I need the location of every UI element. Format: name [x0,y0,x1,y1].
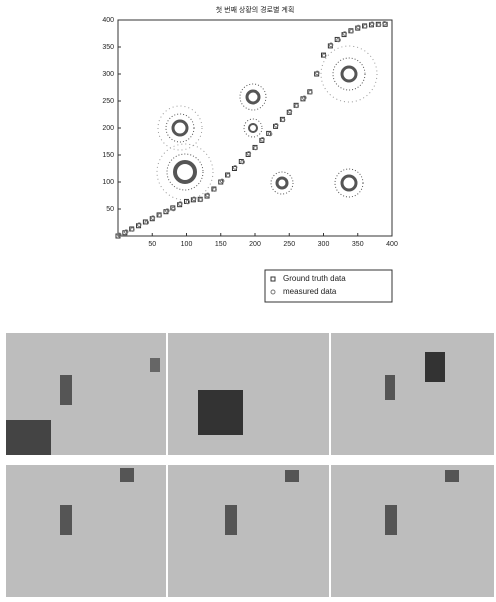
x-tick-label: 150 [215,241,227,248]
obstacle [244,119,262,137]
x-tick-label: 100 [181,241,193,248]
photo [168,465,329,597]
obstacles [157,46,377,200]
legend-label: Ground truth data [283,274,346,283]
obstacle [335,169,363,197]
y-tick-label: 100 [102,179,114,186]
x-tick-label: 300 [318,241,330,248]
photo [150,333,329,455]
legend-label: measured data [283,287,337,296]
y-tick-label: 50 [106,206,114,213]
y-tick-label: 200 [102,125,114,132]
photo [6,333,166,455]
plot-frame [118,20,392,236]
photo [6,465,166,597]
x-tick-label: 200 [249,241,261,248]
chart-title: 첫 번째 상황의 경로별 계획 [216,5,295,14]
obstacle [321,46,377,102]
obstacle [240,84,266,110]
y-tick-label: 250 [102,98,114,105]
y-tick-label: 150 [102,152,114,159]
y-tick-label: 300 [102,71,114,78]
figure: 첫 번째 상황의 경로별 계획 50 100 150 200 250 300 350 400 5… [0,0,496,597]
obstacle [271,172,293,194]
x-tick-label: 250 [283,241,295,248]
y-tick-label: 400 [102,17,114,24]
photo [331,465,494,597]
y-tick-label: 350 [102,44,114,51]
x-tick-label: 350 [352,241,364,248]
x-tick-label: 400 [386,241,398,248]
photos [6,333,494,597]
photo [331,333,494,455]
obstacle [157,144,213,200]
x-tick-label: 50 [148,241,156,248]
obstacle [158,106,202,150]
